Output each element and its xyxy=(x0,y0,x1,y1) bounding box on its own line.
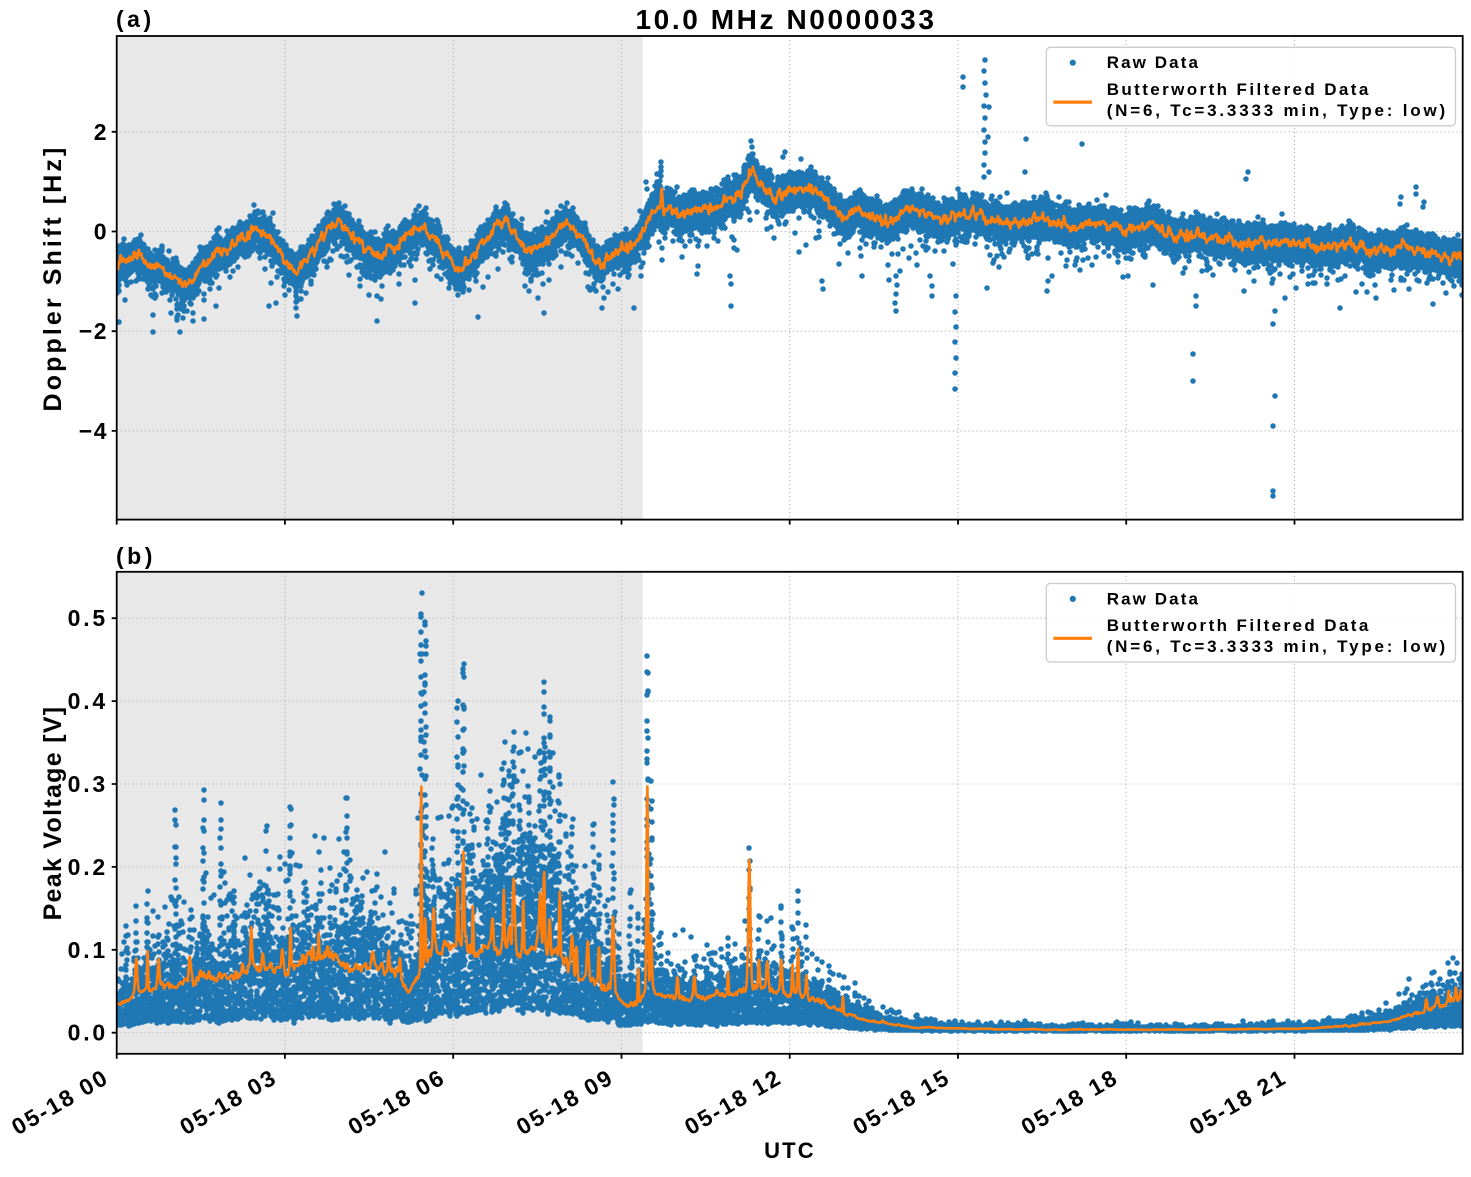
svg-text:−2: −2 xyxy=(79,318,108,344)
svg-text:Butterworth Filtered Data: Butterworth Filtered Data xyxy=(1107,80,1371,99)
svg-text:−4: −4 xyxy=(79,418,108,444)
svg-text:UTC: UTC xyxy=(764,1138,816,1163)
svg-text:(N=6, Tc=3.3333 min, Type: low: (N=6, Tc=3.3333 min, Type: low) xyxy=(1107,101,1448,120)
svg-text:Raw Data: Raw Data xyxy=(1107,589,1200,608)
svg-text:(N=6, Tc=3.3333 min, Type: low: (N=6, Tc=3.3333 min, Type: low) xyxy=(1107,637,1448,656)
svg-text:(a): (a) xyxy=(116,6,155,32)
svg-text:0.3: 0.3 xyxy=(68,771,108,797)
svg-text:2: 2 xyxy=(94,119,108,145)
svg-text:Peak Voltage [V]: Peak Voltage [V] xyxy=(39,706,67,921)
svg-text:(b): (b) xyxy=(116,543,156,569)
svg-text:0.5: 0.5 xyxy=(68,605,108,631)
svg-text:Raw Data: Raw Data xyxy=(1107,53,1200,72)
svg-text:0.2: 0.2 xyxy=(68,854,108,880)
svg-text:0.1: 0.1 xyxy=(68,937,108,963)
svg-text:0: 0 xyxy=(94,219,108,245)
svg-text:Doppler Shift [Hz]: Doppler Shift [Hz] xyxy=(39,145,67,412)
svg-text:0.0: 0.0 xyxy=(68,1020,108,1046)
svg-text:0.4: 0.4 xyxy=(68,688,108,714)
svg-text:Butterworth Filtered Data: Butterworth Filtered Data xyxy=(1107,616,1371,635)
svg-text:10.0 MHz N0000033: 10.0 MHz N0000033 xyxy=(635,4,936,35)
